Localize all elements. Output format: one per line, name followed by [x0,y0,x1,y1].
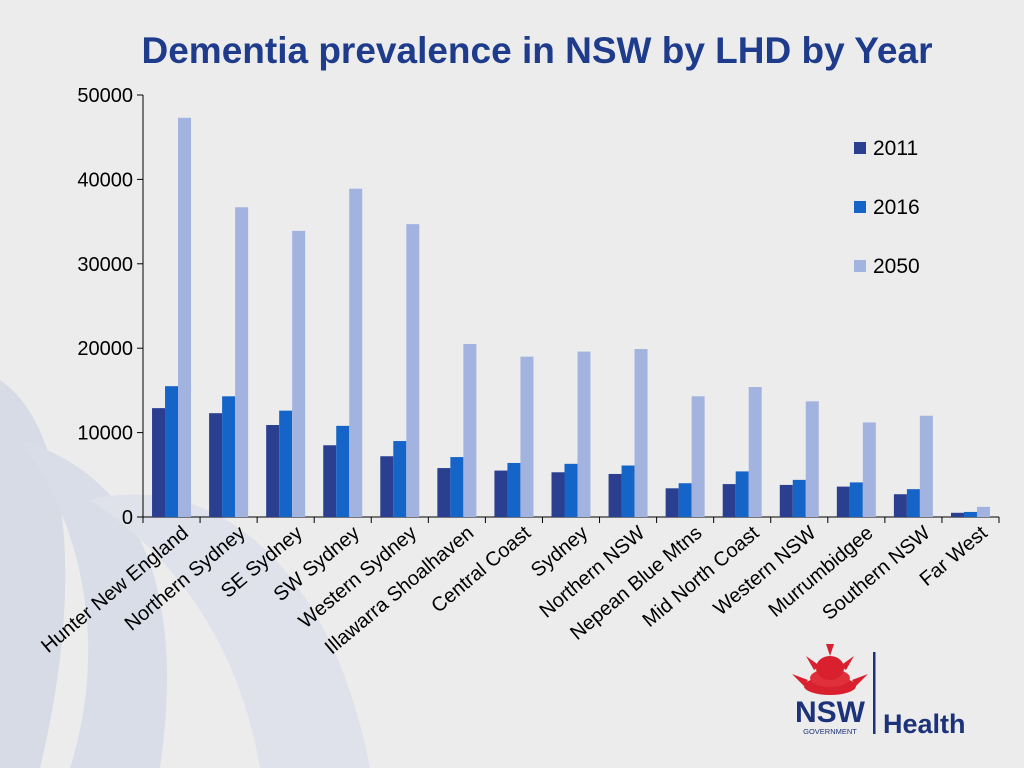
bar-2011 [665,488,679,517]
bar-2016 [450,457,464,517]
bar-2050 [292,230,306,517]
bar-2016 [393,441,407,517]
bar-2050 [805,401,819,517]
bar-2050 [235,207,249,517]
bar-2016 [621,465,635,517]
bar-2050 [406,224,420,517]
nsw-health-logo: NSW GOVERNMENT Health [792,644,966,739]
bar-2011 [893,494,907,517]
logo-government-text: GOVERNMENT [803,727,857,736]
waratah-flower-icon [792,644,868,695]
bar-2050 [748,387,762,517]
y-tick-label: 10000 [77,423,133,445]
chart-title: Dementia prevalence in NSW by LHD by Yea… [141,30,933,71]
bar-2050 [349,188,363,517]
y-tick-label: 0 [122,507,133,529]
bar-2016 [792,479,806,517]
bar-2011 [209,413,223,517]
legend-swatch-2050 [854,260,866,272]
bar-2050 [178,117,192,518]
bar-2050 [862,422,876,517]
legend-label: 2050 [873,255,920,278]
bar-2016 [678,483,692,517]
bar-2011 [266,425,280,517]
bar-2011 [551,472,565,517]
bar-2050 [463,343,477,517]
bar-2011 [152,408,166,517]
logo-divider [873,652,876,734]
bar-2050 [634,349,648,517]
bar-2011 [608,473,622,517]
bar-2050 [520,356,534,517]
bar-2011 [779,484,793,517]
y-tick-label: 30000 [77,254,133,276]
bar-2011 [437,468,451,517]
legend-label: 2011 [873,137,918,160]
y-tick-label: 50000 [77,85,133,107]
bar-2016 [849,482,863,517]
bar-2011 [950,512,964,517]
bar-2016 [279,410,293,517]
bar-2011 [494,470,508,517]
legend-swatch-2011 [854,142,866,154]
legend-swatch-2016 [854,201,866,213]
bar-2016 [336,425,350,517]
y-tick-label: 20000 [77,338,133,360]
bar-2016 [564,463,578,517]
bar-2050 [577,351,591,517]
bar-2011 [323,445,337,517]
logo-nsw-text: NSW [795,696,866,729]
bar-2050 [691,396,705,517]
x-category-label: Central Coast [427,522,535,618]
bar-2016 [222,396,236,517]
bar-2011 [722,484,736,517]
bar-2011 [836,486,850,517]
bar-2016 [735,471,749,517]
bar-2016 [507,462,521,517]
bar-2050 [976,506,990,517]
legend-label: 2016 [873,196,920,219]
logo-health-text: Health [883,709,966,739]
bar-2016 [165,386,179,517]
bar-2050 [919,415,933,517]
bar-2016 [963,511,977,517]
bar-2016 [906,489,920,517]
bar-2011 [380,456,394,517]
y-tick-label: 40000 [77,169,133,191]
